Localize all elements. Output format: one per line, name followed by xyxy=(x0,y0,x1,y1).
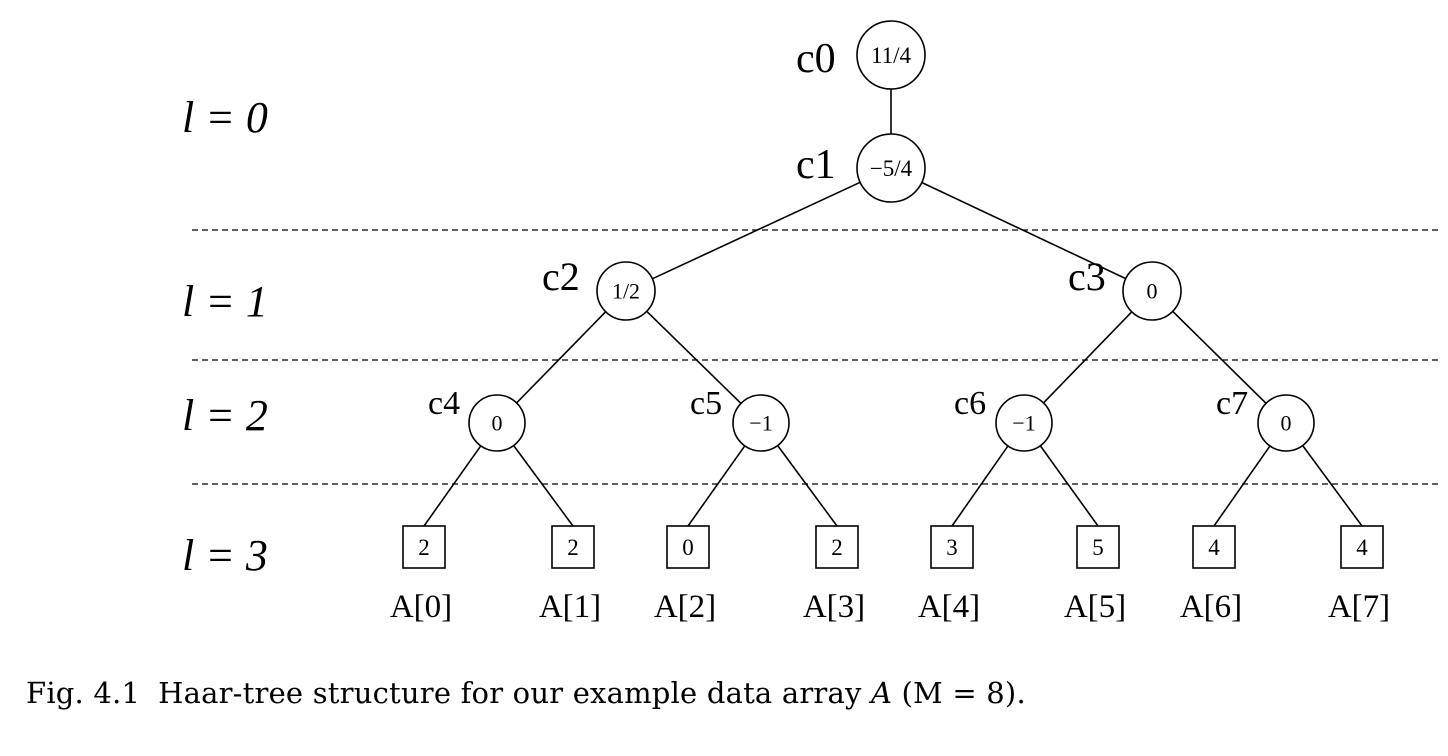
coefficient-label-c2: c2 xyxy=(542,254,580,299)
leaf-value-1: 2 xyxy=(567,535,579,560)
level-label-3: l = 3 xyxy=(182,531,268,580)
coefficient-value-c2: 1/2 xyxy=(612,279,640,304)
coefficient-label-c4: c4 xyxy=(428,385,460,422)
edge-c6-leaf-4 xyxy=(951,445,1009,527)
edge-c5-leaf-3 xyxy=(776,445,838,527)
coefficient-node-c1 xyxy=(856,133,926,203)
caption-array-symbol: A xyxy=(870,676,893,710)
caption-array-size: (M = 8). xyxy=(901,676,1026,710)
leaf-value-4: 3 xyxy=(946,535,958,560)
coefficient-node-c4 xyxy=(468,394,526,452)
coefficient-node-c7 xyxy=(1257,394,1315,452)
leaf-label-3: A[3] xyxy=(803,589,865,625)
caption-text: Haar-tree structure for our example data… xyxy=(158,676,871,710)
coefficient-value-c4: 0 xyxy=(492,411,503,436)
edge-c3-c6 xyxy=(1042,311,1133,404)
edge-c4-leaf-0 xyxy=(423,445,482,527)
coefficient-value-c3: 0 xyxy=(1147,279,1158,304)
leaf-label-2: A[2] xyxy=(654,589,716,625)
leaf-value-0: 2 xyxy=(418,535,430,560)
coefficient-node-c6 xyxy=(995,394,1053,452)
leaf-value-6: 4 xyxy=(1208,535,1220,560)
level-label-1: l = 1 xyxy=(182,277,268,326)
leaf-label-7: A[7] xyxy=(1328,589,1390,625)
leaf-box-4 xyxy=(930,525,974,569)
coefficient-label-c1: c1 xyxy=(796,142,836,188)
leaf-label-6: A[6] xyxy=(1180,589,1242,625)
coefficient-value-c5: −1 xyxy=(749,411,772,436)
leaf-box-0 xyxy=(402,525,446,569)
coefficient-value-c7: 0 xyxy=(1281,411,1292,436)
leaf-box-2 xyxy=(666,525,710,569)
coefficient-node-c3 xyxy=(1122,261,1182,321)
coefficient-label-c0: c0 xyxy=(796,36,836,82)
leaf-value-7: 4 xyxy=(1356,535,1368,560)
edge-c3-c7 xyxy=(1172,310,1267,404)
leaf-box-3 xyxy=(815,525,859,569)
leaf-label-0: A[0] xyxy=(390,589,452,625)
leaf-label-5: A[5] xyxy=(1064,589,1126,625)
edge-c1-c2 xyxy=(651,181,861,280)
leaf-value-5: 5 xyxy=(1092,535,1104,560)
coefficient-node-c5 xyxy=(732,394,790,452)
level-label-0: l = 0 xyxy=(182,93,268,142)
leaf-box-7 xyxy=(1340,525,1384,569)
leaf-label-1: A[1] xyxy=(539,589,601,625)
leaf-value-3: 2 xyxy=(831,535,843,560)
caption-figure-number: Fig. 4.1 xyxy=(26,676,141,710)
edge-c7-leaf-6 xyxy=(1213,445,1271,527)
coefficient-label-c5: c5 xyxy=(690,385,722,422)
coefficient-value-c0: 11/4 xyxy=(871,43,912,68)
edge-c7-leaf-7 xyxy=(1301,445,1363,527)
edge-c4-leaf-1 xyxy=(512,445,574,527)
coefficient-value-c1: −5/4 xyxy=(870,156,913,181)
coefficient-node-c0 xyxy=(856,20,926,90)
edge-c2-c5 xyxy=(646,310,742,404)
leaf-box-6 xyxy=(1192,525,1236,569)
leaf-box-5 xyxy=(1076,525,1120,569)
edge-c2-c4 xyxy=(515,311,607,404)
haar-tree-diagram: l = 0 l = 1 l = 2 l = 3 11/4 c0 −5/4 c1 1/2 c2 0 c… xyxy=(182,20,1440,625)
level-label-2: l = 2 xyxy=(182,391,268,440)
edge-c6-leaf-5 xyxy=(1039,445,1099,527)
leaf-label-4: A[4] xyxy=(918,589,980,625)
figure-caption: Fig. 4.1 Haar-tree structure for our exam… xyxy=(26,676,1026,710)
coefficient-label-c6: c6 xyxy=(954,385,986,422)
edge-c5-leaf-2 xyxy=(687,445,746,527)
coefficient-label-c3: c3 xyxy=(1068,254,1106,299)
edge-c1-c3 xyxy=(921,181,1127,280)
coefficient-node-c2 xyxy=(596,261,656,321)
leaf-box-1 xyxy=(551,525,595,569)
leaf-value-2: 0 xyxy=(682,535,694,560)
coefficient-label-c7: c7 xyxy=(1216,385,1248,422)
coefficient-value-c6: −1 xyxy=(1012,411,1035,436)
